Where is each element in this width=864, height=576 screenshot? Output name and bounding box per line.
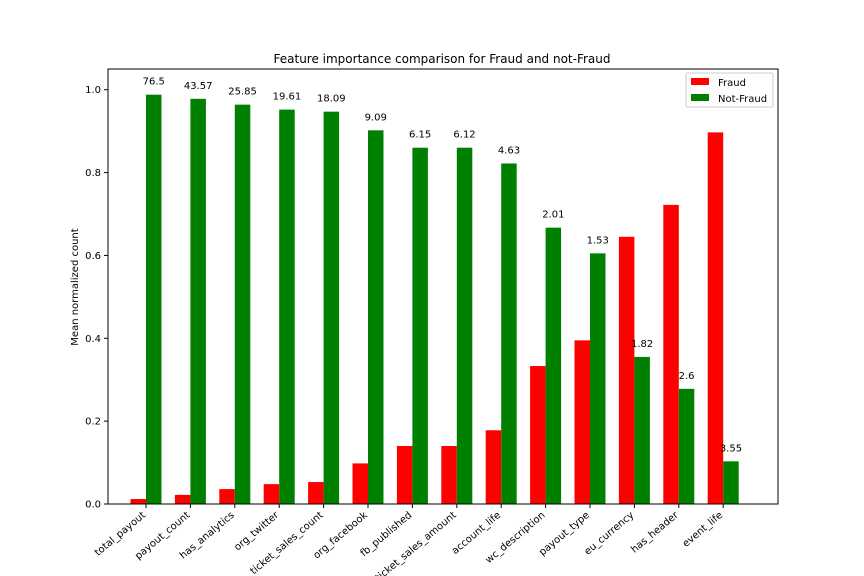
y-tick-label: 0.4 (85, 334, 101, 345)
plot-area: 0.00.20.40.60.81.0total_payout76.5payout… (85, 77, 742, 576)
bar-fraud-has-header (663, 204, 679, 504)
bar-fraud-eu-currency (618, 236, 635, 505)
y-tick-label: 0.2 (85, 417, 101, 428)
bar-not-fraud-event-life (723, 461, 739, 504)
bar-fraud-account-life (485, 430, 502, 504)
bar-annotation: 2.6 (679, 371, 695, 382)
bar-not-fraud-eu-currency (634, 356, 650, 504)
bar-annotation: 43.57 (184, 81, 213, 92)
bar-fraud-wc-description (530, 366, 546, 504)
bar-fraud-payout-type (574, 340, 590, 504)
y-tick-label: 1.0 (85, 85, 101, 96)
bar-annotation: 2.01 (542, 210, 564, 221)
legend: Fraud Not-Fraud (685, 72, 774, 108)
bar-not-fraud-fb-published (412, 147, 428, 504)
bar-not-fraud-total-payout (146, 94, 162, 504)
bar-annotation: 1.82 (631, 339, 653, 350)
bar-fraud-ticket-sales-count (308, 482, 324, 504)
bar-annotation: 3.55 (720, 443, 742, 454)
plot-frame (107, 68, 779, 505)
bar-not-fraud-wc-description (545, 227, 562, 504)
legend-label-not-fraud: Not-Fraud (718, 94, 767, 105)
x-tick-label: ticket_sales_count (248, 510, 325, 576)
bar-fraud-has-analytics (219, 489, 235, 504)
chart-title: Feature importance comparison for Fraud … (274, 52, 611, 66)
legend-swatch-not-fraud (691, 94, 709, 101)
bar-annotation: 6.15 (409, 130, 431, 141)
y-axis-label: Mean normalized count (70, 228, 81, 345)
bar-not-fraud-account-life (501, 163, 517, 504)
bar-not-fraud-payout-type (590, 253, 606, 504)
bar-not-fraud-ticket-sales-amount (456, 147, 473, 504)
bar-not-fraud-payout-count (190, 98, 206, 504)
bar-annotation: 6.12 (453, 130, 475, 141)
bar-fraud-payout-count (174, 494, 191, 504)
x-tick-label: has_header (629, 509, 681, 555)
bar-not-fraud-org-facebook (368, 130, 384, 505)
bar-not-fraud-org-twitter (279, 109, 295, 504)
bar-fraud-ticket-sales-amount (441, 446, 457, 504)
x-tick-label: event_life (681, 510, 725, 550)
bar-fraud-fb-published (396, 446, 413, 504)
bar-annotation: 4.63 (498, 145, 520, 156)
bar-annotation: 19.61 (273, 92, 302, 103)
bar-fraud-total-payout (130, 499, 146, 504)
bar-annotation: 9.09 (365, 112, 387, 123)
bar-annotation: 1.53 (587, 235, 609, 246)
bar-not-fraud-ticket-sales-count (323, 111, 340, 505)
bar-annotation: 25.85 (228, 87, 257, 98)
y-tick-label: 0.0 (85, 500, 101, 511)
x-tick-label: ticket_sales_amount (374, 510, 459, 576)
bar-fraud-org-twitter (263, 484, 280, 504)
legend-label-fraud: Fraud (718, 78, 746, 89)
bar-not-fraud-has-header (678, 388, 695, 504)
y-tick-label: 0.8 (85, 168, 101, 179)
y-tick-label: 0.6 (85, 251, 101, 262)
legend-swatch-fraud (691, 78, 709, 85)
bar-not-fraud-has-analytics (234, 104, 251, 504)
bar-annotation: 18.09 (317, 94, 346, 105)
bar-annotation: 76.5 (143, 77, 165, 88)
bar-fraud-org-facebook (352, 463, 368, 504)
bar-fraud-event-life (707, 132, 724, 504)
